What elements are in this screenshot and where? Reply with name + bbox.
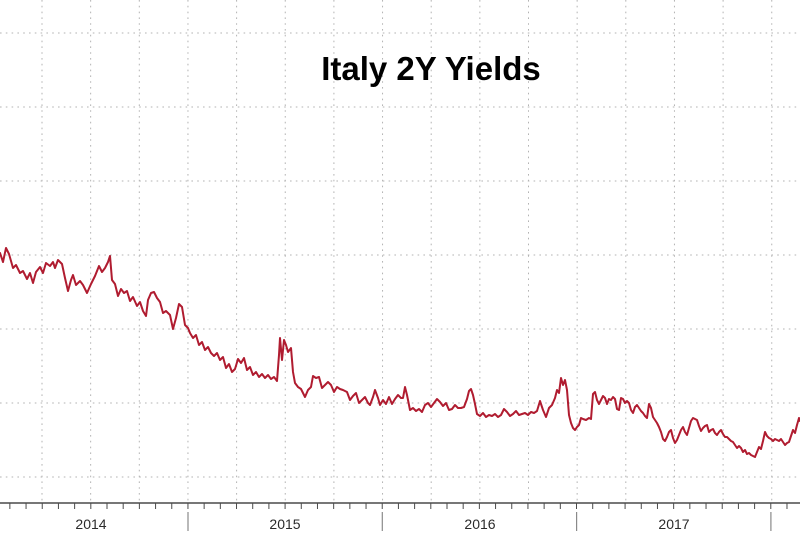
yield-line (0, 247, 800, 458)
chart-title: Italy 2Y Yields (321, 50, 541, 87)
x-tick-label: 2014 (75, 516, 106, 532)
x-tick-label: 2015 (269, 516, 300, 532)
x-tick-labels: 2014 2015 2016 2017 (75, 516, 689, 532)
year-separators (187, 512, 772, 531)
month-ticks (9, 503, 788, 509)
v-gridlines (41, 0, 773, 503)
h-gridlines (0, 32, 800, 478)
x-tick-label: 2016 (464, 516, 495, 532)
x-tick-label: 2017 (658, 516, 689, 532)
